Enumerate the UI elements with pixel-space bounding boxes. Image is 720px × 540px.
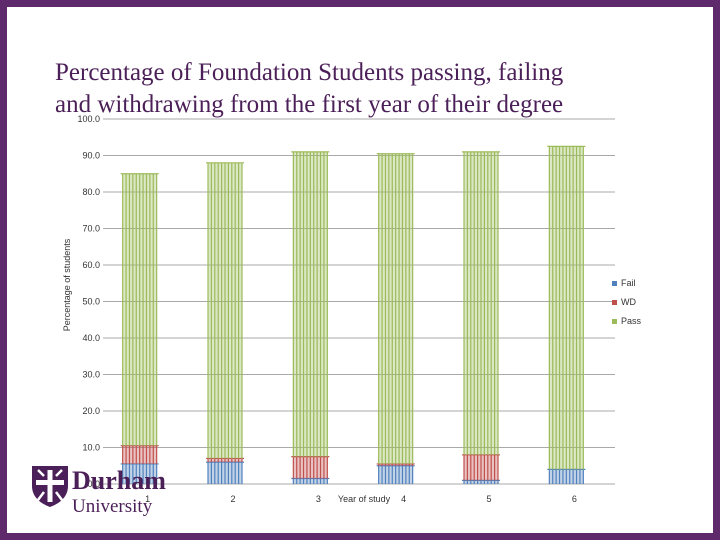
x-tick-labels: 1 2 3 4 5 6: [145, 494, 577, 504]
logo-subtitle: University: [72, 496, 153, 517]
y-tick-label: 100.0: [77, 114, 100, 124]
bar-wd-2: [206, 457, 244, 463]
bar-wd-1: [120, 445, 159, 464]
y-tick-label: 0.0: [87, 479, 100, 489]
chart-title: Percentage of Foundation Students passin…: [55, 57, 655, 121]
legend-label-pass: Pass: [621, 316, 642, 326]
legend-swatch-wd: [612, 300, 617, 305]
crest-icon: [32, 466, 68, 507]
bar-fail-5: [462, 479, 500, 484]
bar-fail-6: [547, 468, 586, 484]
legend-label-fail: Fail: [621, 278, 636, 288]
y-tick-label: 80.0: [82, 187, 100, 197]
bar-pass-2: [206, 162, 244, 459]
legend: Fail WD Pass: [612, 278, 642, 326]
x-axis-label: Year of study: [338, 494, 391, 504]
legend-swatch-fail: [612, 281, 617, 286]
legend-label-wd: WD: [621, 297, 636, 307]
bar-pass-5: [462, 151, 500, 455]
y-tick-labels: 0.0 10.0 20.0 30.0 40.0 50.0 60.0 70.0 80.0 90.0 1…: [77, 114, 100, 489]
y-tick-label: 60.0: [82, 260, 100, 270]
logo-wordmark: Durham: [72, 466, 166, 495]
bar-pass-1: [120, 173, 159, 446]
bar-fail-3: [291, 477, 330, 484]
y-tick-label: 90.0: [82, 151, 100, 161]
x-tick-label: 5: [486, 494, 491, 504]
title-line-2: and withdrawing from the first year of t…: [55, 91, 564, 118]
bar-fail-2: [206, 461, 244, 484]
bars: [120, 145, 586, 484]
y-tick-label: 20.0: [82, 406, 100, 416]
x-tick-label: 2: [230, 494, 235, 504]
y-tick-label: 40.0: [82, 333, 100, 343]
y-tick-label: 10.0: [82, 443, 100, 453]
x-tick-label: 1: [145, 494, 150, 504]
legend-swatch-pass: [612, 319, 617, 324]
bar-pass-3: [291, 151, 330, 457]
durham-logo: Durham University: [28, 462, 168, 522]
bar-wd-4: [376, 463, 415, 466]
bar-pass-4: [376, 153, 415, 464]
grid-lines: [103, 118, 615, 485]
x-tick-label: 4: [401, 494, 406, 504]
bar-pass-6: [547, 145, 586, 470]
y-axis-label: Percentage of students: [62, 238, 72, 331]
bar-fail-4: [376, 465, 415, 484]
bar-wd-3: [291, 456, 330, 479]
y-tick-label: 30.0: [82, 370, 100, 380]
bar-fail-1: [120, 463, 159, 484]
y-tick-label: 70.0: [82, 224, 100, 234]
bar-wd-5: [462, 454, 500, 481]
title-line-1: Percentage of Foundation Students passin…: [55, 59, 564, 86]
y-tick-label: 50.0: [82, 297, 100, 307]
x-tick-label: 6: [572, 494, 577, 504]
x-tick-label: 3: [316, 494, 321, 504]
